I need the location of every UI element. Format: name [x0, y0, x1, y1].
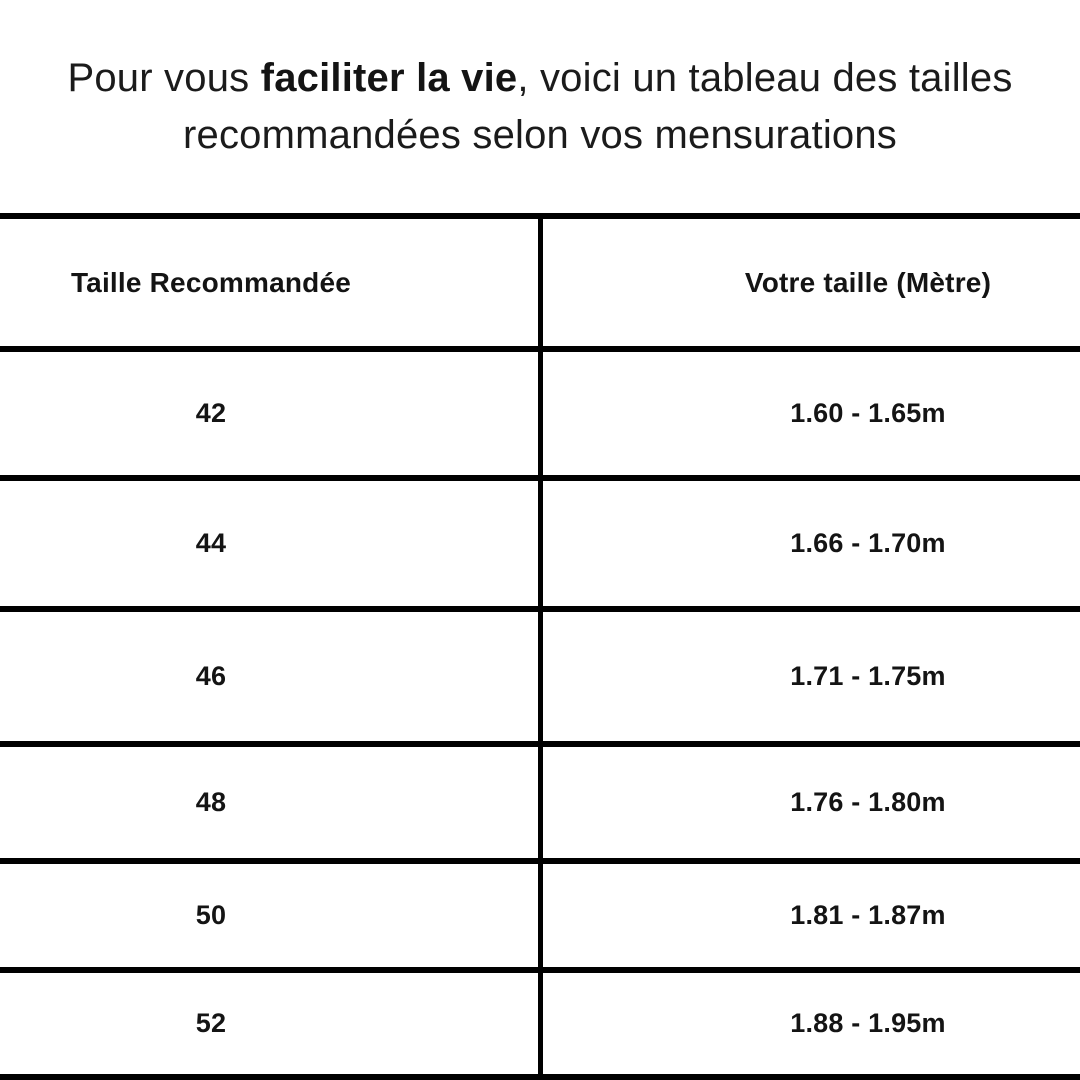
column-divider [538, 747, 543, 858]
page-title: Pour vous faciliter la vie, voici un tab… [34, 50, 1046, 164]
cell-recommended-size: 50 [195, 900, 227, 930]
cell-height-range: 1.76 - 1.80m [790, 787, 946, 817]
column-divider [538, 481, 543, 606]
cell-height-range: 1.81 - 1.87m [790, 900, 946, 930]
cell-recommended-size: 52 [195, 1008, 227, 1038]
size-table: Taille Recommandée Votre taille (Mètre) … [0, 213, 1080, 1080]
column-divider [538, 612, 543, 741]
cell-recommended-size: 44 [195, 528, 227, 558]
cell-recommended-size: 42 [195, 398, 227, 428]
column-divider [538, 864, 543, 967]
table-row: 50 1.81 - 1.87m [0, 864, 1080, 973]
cell-height-range: 1.60 - 1.65m [790, 398, 946, 428]
table-row: 52 1.88 - 1.95m [0, 973, 1080, 1080]
cell-height-range: 1.88 - 1.95m [790, 1008, 946, 1038]
title-prefix: Pour vous [67, 56, 261, 100]
table-row: 48 1.76 - 1.80m [0, 747, 1080, 864]
cell-height-range: 1.66 - 1.70m [790, 528, 946, 558]
title-suffix: , voici un tableau des tailles recommand… [182, 56, 1013, 157]
table-row: 44 1.66 - 1.70m [0, 481, 1080, 612]
column-divider [538, 219, 543, 346]
table-row: 42 1.60 - 1.65m [0, 352, 1080, 481]
table-row: 46 1.71 - 1.75m [0, 612, 1080, 747]
cell-height-range: 1.71 - 1.75m [790, 661, 946, 691]
column-header-taille-recommandee: Taille Recommandée [70, 266, 352, 298]
cell-recommended-size: 48 [195, 787, 227, 817]
title-bold-phrase: faciliter la vie [260, 56, 518, 100]
column-divider [538, 973, 543, 1074]
cell-recommended-size: 46 [195, 661, 227, 691]
column-divider [538, 352, 543, 475]
table-header-row: Taille Recommandée Votre taille (Mètre) [0, 219, 1080, 352]
column-header-votre-taille: Votre taille (Mètre) [744, 266, 992, 298]
